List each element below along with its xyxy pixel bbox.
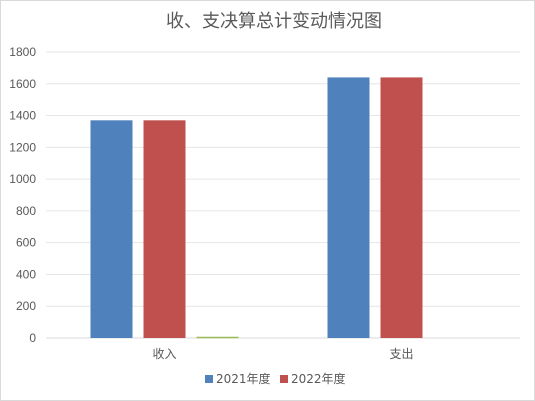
y-tick-label: 600: [16, 236, 36, 250]
x-category-label: 支出: [389, 347, 413, 361]
legend-label: 2022年度: [291, 371, 346, 386]
bar: [380, 77, 423, 338]
y-axis-tick-labels: 0 200 400 600 800 1000 1200 1400 1600 1800: [9, 45, 36, 345]
legend-label: 2021年度: [216, 371, 271, 386]
bar: [196, 336, 239, 339]
bar: [90, 120, 133, 338]
y-tick-label: 1400: [9, 109, 36, 123]
legend: 2021年度 2022年度: [205, 371, 346, 386]
y-tick-label: 1200: [9, 140, 36, 154]
y-tick-label: 1000: [9, 172, 36, 186]
y-tick-label: 0: [29, 331, 36, 345]
legend-swatch: [280, 375, 288, 383]
y-tick-label: 800: [16, 204, 36, 218]
y-tick-label: 1800: [9, 45, 36, 59]
x-axis-category-labels: 收入 支出: [152, 347, 413, 361]
bar: [143, 120, 186, 338]
y-tick-label: 200: [16, 299, 36, 313]
x-category-label: 收入: [152, 347, 176, 361]
chart-title: 收、支决算总计变动情况图: [166, 11, 382, 32]
y-tick-label: 1600: [9, 77, 36, 91]
bar: [327, 77, 370, 338]
y-tick-label: 400: [16, 267, 36, 281]
legend-swatch: [205, 375, 213, 383]
bars: [90, 77, 423, 339]
